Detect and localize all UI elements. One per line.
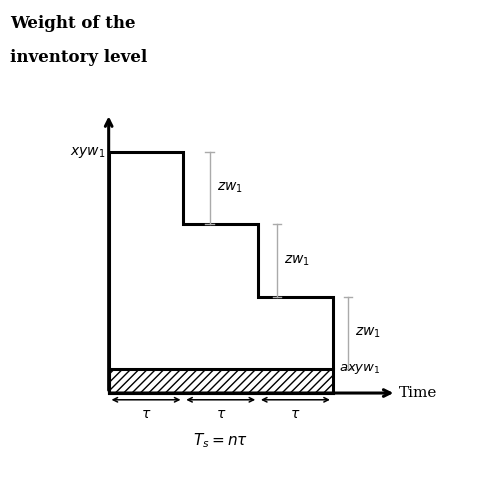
- Text: Time: Time: [398, 386, 437, 400]
- Text: $\tau$: $\tau$: [216, 408, 226, 421]
- Text: $\tau$: $\tau$: [290, 408, 300, 421]
- Text: $\tau$: $\tau$: [141, 408, 151, 421]
- Bar: [108, 369, 333, 393]
- Text: inventory level: inventory level: [10, 49, 147, 66]
- Text: $T_s = n\tau$: $T_s = n\tau$: [193, 432, 248, 451]
- Text: $zw_1$: $zw_1$: [284, 253, 310, 268]
- Text: $zw_1$: $zw_1$: [217, 181, 243, 196]
- Text: $xyw_1$: $xyw_1$: [70, 145, 105, 160]
- Text: $zw_1$: $zw_1$: [355, 326, 381, 340]
- Text: Weight of the: Weight of the: [10, 15, 136, 32]
- Text: $axyw_1$: $axyw_1$: [338, 362, 380, 376]
- Bar: [108, 369, 333, 393]
